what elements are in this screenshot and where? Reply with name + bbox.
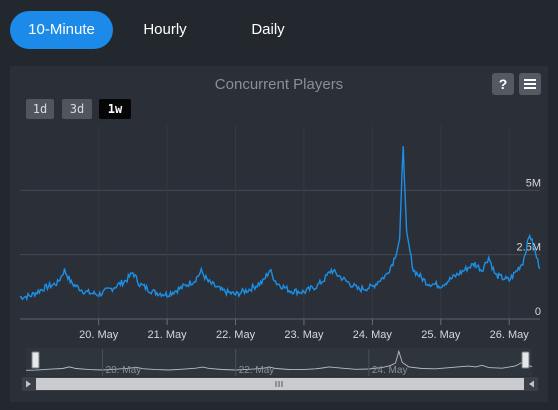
chart-title: Concurrent Players xyxy=(214,76,344,93)
scrollbar-thumb[interactable] xyxy=(36,378,524,390)
y-tick-label: 2.5M xyxy=(517,242,541,254)
y-tick-label: 0 xyxy=(535,306,541,318)
grid-lines xyxy=(20,126,540,320)
navigator-ticks: 20. May 22. May 24. May xyxy=(102,349,408,376)
navigator-right-handle[interactable] xyxy=(521,351,530,369)
tab-10-minute[interactable]: 10-Minute xyxy=(10,11,113,49)
grip-icon xyxy=(275,381,283,387)
tab-hourly[interactable]: Hourly xyxy=(143,21,187,38)
y-axis-labels: 0 2.5M 5M xyxy=(517,177,541,318)
menu-button[interactable] xyxy=(519,73,541,95)
range-3d-button[interactable]: 3d xyxy=(62,99,92,119)
x-tick-label: 23. May xyxy=(284,329,324,341)
range-1w-button[interactable]: 1w xyxy=(99,99,131,119)
series-line xyxy=(19,146,541,302)
left-arrow-icon[interactable] xyxy=(26,380,31,388)
x-tick-label: 21. May xyxy=(148,329,188,341)
right-arrow-icon[interactable] xyxy=(529,380,534,388)
navigator-tick-label: 20. May xyxy=(106,365,142,376)
help-icon: ? xyxy=(498,76,508,92)
range-1d-button[interactable]: 1d xyxy=(26,99,54,119)
navigator[interactable]: 20. May 22. May 24. May xyxy=(22,348,538,391)
navigator-tick-label: 22. May xyxy=(239,365,275,376)
x-axis-ticks: 20. May 21. May 22. May 23. May 24. May 25. M… xyxy=(79,319,529,341)
navigator-series-line xyxy=(25,349,533,371)
help-button[interactable]: ? xyxy=(492,73,514,95)
line-chart: 20. May 21. May 22. May 23. May 24. May 25. M… xyxy=(19,126,541,391)
tab-daily[interactable]: Daily xyxy=(251,21,285,38)
granularity-tabs: 10-Minute Hourly Daily xyxy=(0,0,558,62)
chart-panel: Concurrent Players ? 1d 3d 1w 20. May 21.… xyxy=(10,66,548,402)
x-tick-label: 22. May xyxy=(216,329,256,341)
x-tick-label: 24. May xyxy=(353,329,393,341)
y-tick-label: 5M xyxy=(526,177,541,189)
navigator-background xyxy=(26,348,532,376)
navigator-left-handle[interactable] xyxy=(31,351,40,369)
x-tick-label: 25. May xyxy=(421,329,461,341)
x-tick-label: 20. May xyxy=(79,329,119,341)
navigator-tick-label: 24. May xyxy=(372,365,408,376)
x-tick-label: 26. May xyxy=(490,329,530,341)
